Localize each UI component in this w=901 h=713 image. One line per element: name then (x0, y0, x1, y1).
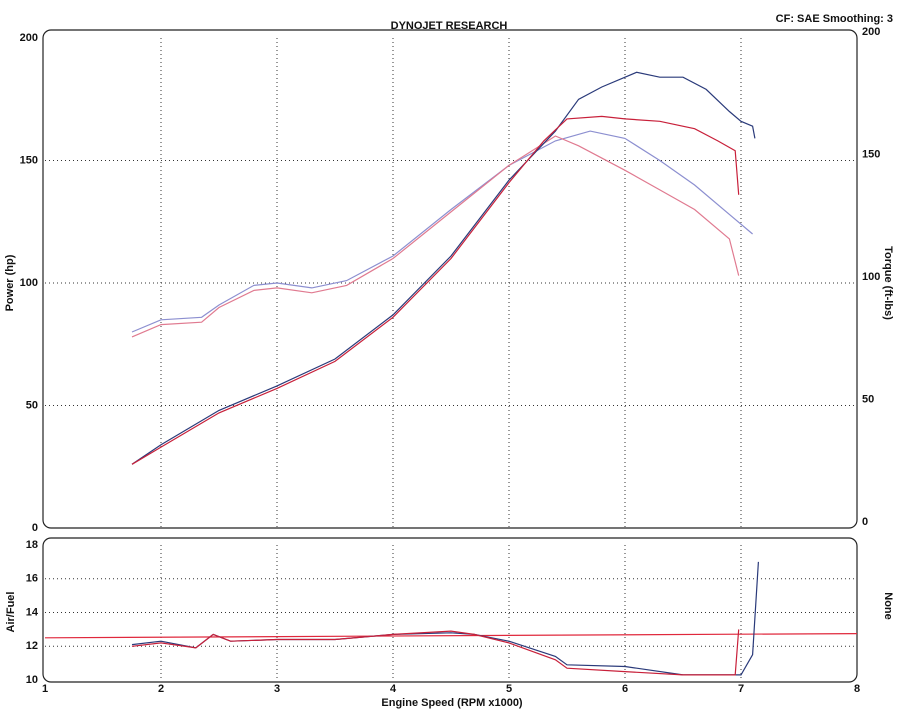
power-panel-frame (42, 29, 858, 529)
data-line (131, 135, 740, 338)
y-tick-label: 100 (20, 277, 38, 289)
data-line (131, 130, 753, 333)
y-tick-label: 50 (26, 399, 38, 411)
x-tick-label: 6 (622, 683, 628, 695)
y-tick-label: 18 (26, 539, 38, 551)
x-tick-label: 8 (854, 683, 860, 695)
x-axis-label: Engine Speed (RPM x1000) (381, 697, 523, 709)
y2-tick-label: 150 (862, 148, 880, 160)
y-tick-label: 200 (20, 32, 38, 44)
x-tick-label: 1 (42, 683, 48, 695)
data-line (131, 115, 740, 465)
data-line (131, 71, 756, 465)
y-axis-label: Power (hp) (4, 254, 16, 311)
y2-tick-label: 200 (862, 26, 880, 38)
y2-tick-label: 100 (862, 271, 880, 283)
x-tick-label: 4 (390, 683, 397, 695)
x-tick-label: 2 (158, 683, 164, 695)
y-tick-label: 12 (26, 640, 38, 652)
y2-tick-label: 0 (862, 516, 868, 528)
afr-axis-label: Air/Fuel (5, 592, 17, 633)
annotation: CF: SAE Smoothing: 3 (776, 13, 893, 25)
chart-title: DYNOJET RESEARCH (391, 20, 508, 32)
data-line (44, 633, 858, 639)
data-line (131, 629, 740, 676)
y-tick-label: 150 (20, 154, 38, 166)
y2-tick-label: 50 (862, 393, 874, 405)
y2-axis-label: Torque (ft-lbs) (882, 246, 894, 320)
x-tick-label: 7 (738, 683, 744, 695)
y-tick-label: 0 (32, 522, 38, 534)
x-tick-label: 5 (506, 683, 512, 695)
x-tick-label: 3 (274, 683, 280, 695)
y-tick-label: 14 (26, 606, 39, 618)
y-tick-label: 16 (26, 573, 38, 585)
y-tick-label: 10 (26, 674, 38, 686)
afr-panel-frame (42, 537, 858, 683)
y2-axis-label: None (882, 592, 894, 620)
